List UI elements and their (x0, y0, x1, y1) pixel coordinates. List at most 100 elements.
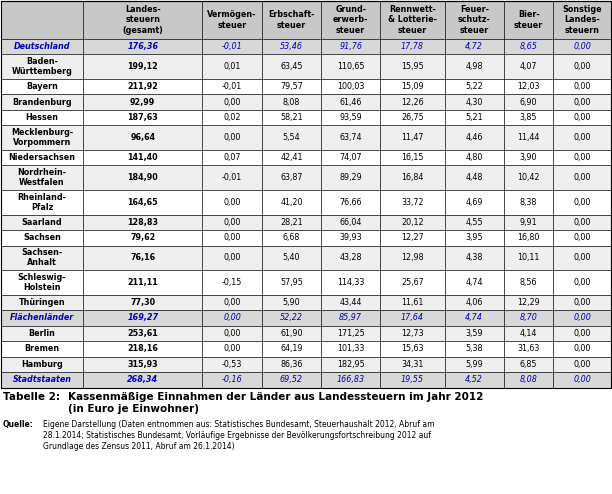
Text: 171,25: 171,25 (337, 329, 365, 338)
Bar (1, 190, 611, 214)
Text: 85,97: 85,97 (339, 313, 362, 322)
Text: 0,00: 0,00 (573, 375, 591, 384)
Text: 0,00: 0,00 (223, 344, 241, 353)
Text: 3,59: 3,59 (466, 329, 483, 338)
Text: 3,95: 3,95 (466, 233, 483, 242)
Text: 218,16: 218,16 (127, 344, 158, 353)
Bar (1, 54, 611, 79)
Text: 4,80: 4,80 (466, 153, 483, 162)
Text: 12,26: 12,26 (401, 98, 424, 107)
Text: 0,00: 0,00 (573, 253, 591, 262)
Text: Landes-
steuern
(gesamt): Landes- steuern (gesamt) (122, 5, 163, 35)
Bar (1, 1, 611, 387)
Text: 3,85: 3,85 (520, 113, 537, 122)
Text: 31,63: 31,63 (517, 344, 540, 353)
Text: Rheinland-
Pfalz: Rheinland- Pfalz (18, 193, 67, 212)
Text: 64,19: 64,19 (280, 344, 303, 353)
Text: 15,95: 15,95 (401, 62, 424, 71)
Text: 77,30: 77,30 (130, 298, 155, 307)
Text: 0,00: 0,00 (573, 278, 591, 287)
Text: 42,41: 42,41 (280, 153, 303, 162)
Text: -0,53: -0,53 (222, 360, 242, 369)
Text: Rennwett-
& Lotterie-
steuer: Rennwett- & Lotterie- steuer (388, 5, 437, 35)
Text: 39,93: 39,93 (340, 233, 362, 242)
Text: 8,56: 8,56 (520, 278, 537, 287)
Text: 199,12: 199,12 (127, 62, 158, 71)
Text: 10,42: 10,42 (517, 173, 540, 182)
Text: 28,21: 28,21 (280, 218, 303, 227)
Text: 5,54: 5,54 (283, 133, 300, 142)
Text: 4,74: 4,74 (465, 313, 483, 322)
Text: 3,90: 3,90 (520, 153, 537, 162)
Text: 9,91: 9,91 (520, 218, 537, 227)
Text: 0,00: 0,00 (223, 218, 241, 227)
Bar (1, 294, 611, 310)
Text: 0,00: 0,00 (223, 198, 241, 207)
Text: 0,00: 0,00 (223, 329, 241, 338)
Bar (1, 372, 611, 387)
Text: 0,00: 0,00 (223, 98, 241, 107)
Text: 19,55: 19,55 (401, 375, 424, 384)
Text: Schleswig-
Holstein: Schleswig- Holstein (18, 273, 66, 292)
Text: -0,15: -0,15 (222, 278, 242, 287)
Text: 12,03: 12,03 (517, 82, 540, 91)
Bar (1, 357, 611, 372)
Text: 211,11: 211,11 (127, 278, 158, 287)
Text: 4,69: 4,69 (466, 198, 483, 207)
Text: 5,90: 5,90 (283, 298, 300, 307)
Text: 63,74: 63,74 (340, 133, 362, 142)
Text: 12,27: 12,27 (401, 233, 424, 242)
Text: Hessen: Hessen (26, 113, 59, 122)
Text: Eigene Darstellung (Daten entnommen aus: Statistisches Bundesamt, Steuerhaushalt: Eigene Darstellung (Daten entnommen aus:… (43, 419, 435, 451)
Text: 5,22: 5,22 (465, 82, 483, 91)
Text: Bier-
steuer: Bier- steuer (514, 10, 543, 30)
Text: 4,07: 4,07 (520, 62, 537, 71)
Text: Quelle:: Quelle: (3, 419, 34, 428)
Text: 4,72: 4,72 (465, 42, 483, 51)
Text: 4,38: 4,38 (466, 253, 483, 262)
Text: Hamburg: Hamburg (21, 360, 63, 369)
Bar (1, 214, 611, 230)
Text: Thüringen: Thüringen (19, 298, 65, 307)
Text: 12,98: 12,98 (401, 253, 424, 262)
Text: 0,00: 0,00 (573, 313, 591, 322)
Text: 61,90: 61,90 (280, 329, 303, 338)
Text: 93,59: 93,59 (339, 113, 362, 122)
Text: 6,90: 6,90 (520, 98, 537, 107)
Text: 20,12: 20,12 (401, 218, 424, 227)
Text: 8,08: 8,08 (520, 375, 537, 384)
Text: 253,61: 253,61 (127, 329, 158, 338)
Text: 11,61: 11,61 (401, 298, 424, 307)
Text: 57,95: 57,95 (280, 278, 303, 287)
Text: 0,00: 0,00 (573, 218, 591, 227)
Text: 0,00: 0,00 (573, 233, 591, 242)
Text: 16,84: 16,84 (401, 173, 424, 182)
Text: Erbschaft-
steuer: Erbschaft- steuer (268, 10, 315, 30)
Text: Brandenburg: Brandenburg (12, 98, 72, 107)
Text: Sonstige
Landes-
steuern: Sonstige Landes- steuern (562, 5, 602, 35)
Text: 25,67: 25,67 (401, 278, 424, 287)
Text: 63,87: 63,87 (280, 173, 303, 182)
Text: 0,00: 0,00 (223, 313, 241, 322)
Bar (1, 79, 611, 94)
Text: 315,93: 315,93 (127, 360, 158, 369)
Text: 6,85: 6,85 (520, 360, 537, 369)
Text: 141,40: 141,40 (127, 153, 158, 162)
Text: Baden-
Württemberg: Baden- Württemberg (12, 57, 72, 77)
Text: Kassenmäßige Einnahmen der Länder aus Landessteuern im Jahr 2012
(in Euro je Ein: Kassenmäßige Einnahmen der Länder aus La… (68, 392, 483, 414)
Text: 4,98: 4,98 (466, 62, 483, 71)
Text: 4,14: 4,14 (520, 329, 537, 338)
Text: 74,07: 74,07 (340, 153, 362, 162)
Text: 8,70: 8,70 (520, 313, 537, 322)
Text: 11,47: 11,47 (401, 133, 424, 142)
Text: 176,36: 176,36 (127, 42, 159, 51)
Text: 182,95: 182,95 (337, 360, 365, 369)
Text: 169,27: 169,27 (127, 313, 159, 322)
Text: 5,40: 5,40 (283, 253, 300, 262)
Text: 114,33: 114,33 (337, 278, 364, 287)
Text: 8,08: 8,08 (283, 98, 300, 107)
Text: 17,78: 17,78 (401, 42, 424, 51)
Text: 52,22: 52,22 (280, 313, 303, 322)
Text: Mecklenburg-
Vorpommern: Mecklenburg- Vorpommern (11, 128, 73, 147)
Text: 164,65: 164,65 (127, 198, 158, 207)
